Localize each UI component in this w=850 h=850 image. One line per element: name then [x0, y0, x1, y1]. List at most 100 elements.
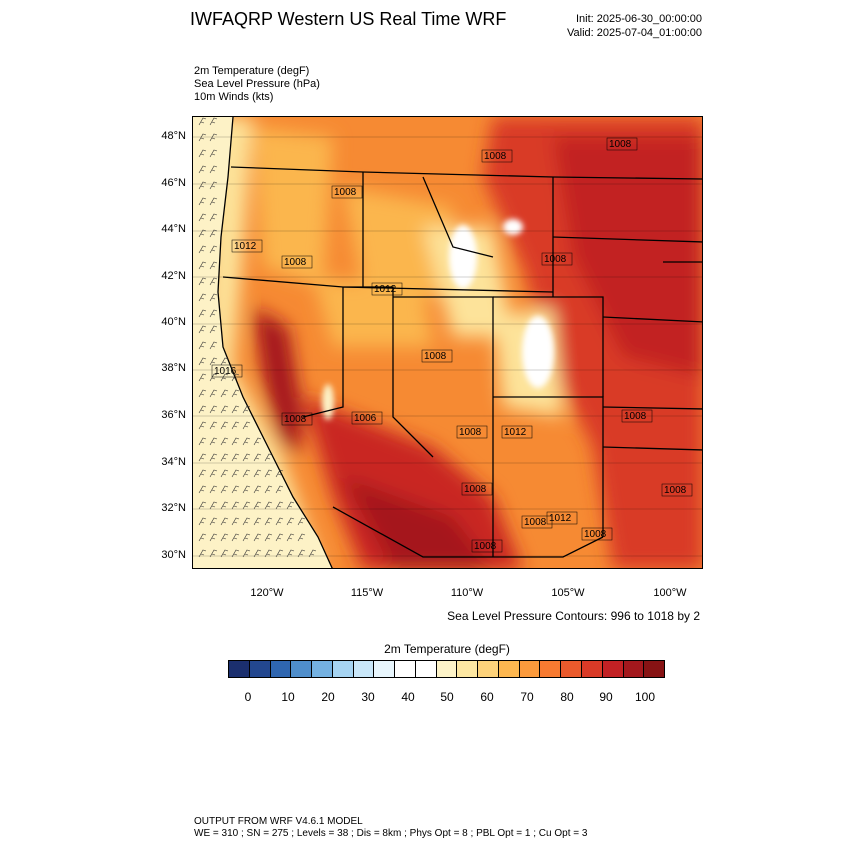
pressure-label: 1008 — [584, 529, 607, 540]
colorbar-tick: 100 — [634, 690, 656, 704]
wind-barb — [242, 485, 251, 494]
wind-barb — [242, 421, 251, 430]
wind-barb — [209, 485, 218, 494]
wind-barb — [209, 213, 218, 222]
pressure-label: 1008 — [609, 139, 632, 150]
lon-label: 120°W — [250, 587, 284, 599]
wind-barb — [209, 293, 218, 302]
wind-barb — [242, 469, 251, 478]
colorbar-swatch — [415, 661, 437, 677]
colorbar-swatch — [644, 661, 665, 677]
wind-barb — [220, 501, 229, 510]
wind-barb — [286, 533, 295, 542]
wind-barb — [231, 437, 240, 446]
wind-barb — [220, 389, 229, 398]
colorbar-tick: 80 — [560, 690, 574, 704]
wind-barb — [220, 453, 229, 462]
wind-barb — [220, 485, 229, 494]
pressure-label-box — [546, 511, 578, 525]
wind-barb — [209, 405, 218, 414]
pressure-label: 1008 — [284, 414, 307, 425]
wind-barb — [286, 549, 295, 558]
pressure-label: 1008 — [544, 254, 567, 265]
pressure-label: 1012 — [374, 284, 397, 295]
wind-barb — [198, 437, 207, 446]
wind-barb — [231, 421, 240, 430]
wind-barb — [242, 501, 251, 510]
wind-barb — [231, 373, 240, 382]
wind-barb — [198, 165, 207, 174]
wind-barb — [220, 373, 229, 382]
wind-barb — [209, 165, 218, 174]
wind-barb — [264, 469, 273, 478]
graticule — [193, 136, 702, 557]
pressure-label-box — [581, 527, 613, 541]
colorbar-tick: 10 — [281, 690, 295, 704]
footer-config: WE = 310 ; SN = 275 ; Levels = 38 ; Dis … — [194, 828, 588, 839]
colorbar-swatch — [374, 661, 396, 677]
wind-barb — [264, 517, 273, 526]
pressure-label-box — [606, 137, 638, 151]
pressure-label-box — [371, 282, 403, 296]
wind-barb — [231, 389, 240, 398]
colorbar-swatch — [602, 661, 624, 677]
valid-time: Valid: 2025-07-04_01:00:00 — [567, 27, 702, 39]
pressure-label: 1008 — [464, 484, 487, 495]
wind-barb — [275, 469, 284, 478]
pressure-label-box — [231, 239, 263, 253]
wind-barb — [198, 533, 207, 542]
lat-label: 38°N — [161, 362, 186, 374]
colorbar-tick: 50 — [440, 690, 454, 704]
wind-barb — [297, 549, 306, 558]
wind-barb — [198, 197, 207, 206]
wind-barb — [209, 469, 218, 478]
wind-barb — [198, 341, 207, 350]
colorbar-tick: 90 — [599, 690, 613, 704]
colorbar-swatch — [582, 661, 603, 677]
wind-barb — [198, 117, 207, 126]
wind-barb — [253, 501, 262, 510]
wind-barb — [253, 549, 262, 558]
colorbar-swatch — [332, 661, 354, 677]
colorbar-swatch — [478, 661, 499, 677]
init-time: Init: 2025-06-30_00:00:00 — [576, 13, 702, 25]
wind-barb — [220, 421, 229, 430]
pressure-label-box — [621, 409, 653, 423]
colorbar-tick: 70 — [520, 690, 534, 704]
lat-label: 46°N — [161, 177, 186, 189]
wind-barb — [209, 309, 218, 318]
state-borders — [222, 166, 702, 558]
wind-barb — [198, 309, 207, 318]
wind-barb — [264, 485, 273, 494]
lon-label: 115°W — [350, 587, 384, 599]
lon-label: 110°W — [450, 587, 484, 599]
colorbar-swatch — [519, 661, 541, 677]
pressure-label: 1008 — [424, 351, 447, 362]
wind-barb — [286, 501, 295, 510]
pressure-label-box — [661, 483, 693, 497]
wind-barb — [209, 373, 218, 382]
pressure-label-box — [541, 252, 573, 266]
pressure-label: 1008 — [664, 485, 687, 496]
wind-barb — [209, 245, 218, 254]
wind-barb — [220, 517, 229, 526]
wind-barb — [198, 469, 207, 478]
wind-barb — [308, 549, 317, 558]
wind-barb — [198, 405, 207, 414]
colorbar-tick: 60 — [480, 690, 494, 704]
lat-label: 32°N — [161, 502, 186, 514]
wind-barb — [198, 373, 207, 382]
wind-barb — [209, 197, 218, 206]
wind-barb — [198, 357, 207, 366]
lat-label: 40°N — [161, 316, 186, 328]
wind-barb — [275, 549, 284, 558]
wind-barb — [220, 437, 229, 446]
snow-areas — [322, 219, 554, 420]
pressure-label: 1012 — [504, 427, 527, 438]
pressure-label-box — [331, 185, 363, 199]
pressure-label-box — [281, 255, 313, 269]
wind-barb — [198, 277, 207, 286]
wind-barb — [209, 117, 218, 126]
colorbar-swatch — [436, 661, 458, 677]
